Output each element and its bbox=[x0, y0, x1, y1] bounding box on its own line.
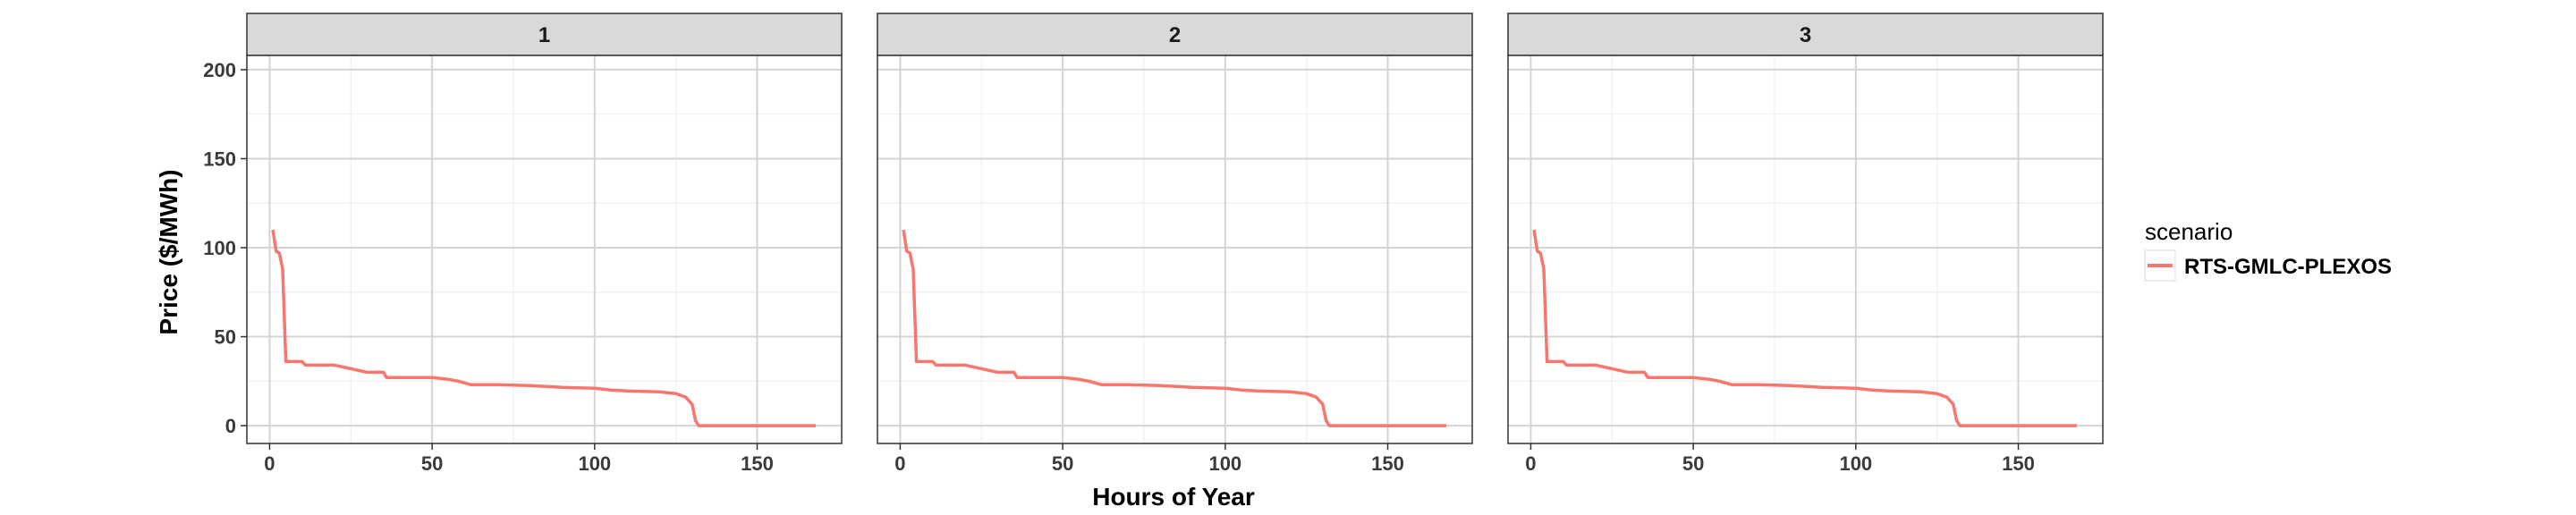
legend-title: scenario bbox=[2145, 218, 2233, 245]
x-tick-label: 50 bbox=[421, 452, 443, 475]
y-tick-label: 100 bbox=[203, 237, 236, 259]
legend: scenario RTS-GMLC-PLEXOS bbox=[2144, 218, 2392, 282]
x-tick-label: 100 bbox=[1208, 452, 1241, 475]
x-tick-label: 0 bbox=[264, 452, 275, 475]
x-tick-label: 0 bbox=[894, 452, 905, 475]
strip-label: 2 bbox=[1169, 23, 1181, 47]
y-tick-label: 0 bbox=[225, 415, 236, 437]
y-tick-label: 150 bbox=[203, 148, 236, 170]
legend-label: RTS-GMLC-PLEXOS bbox=[2184, 255, 2392, 279]
series-line bbox=[1532, 229, 2077, 427]
x-tick-label: 100 bbox=[578, 452, 611, 475]
panel-border bbox=[246, 55, 843, 444]
panel-border bbox=[877, 55, 1473, 444]
series-line bbox=[271, 229, 816, 427]
y-tick-label: 50 bbox=[215, 326, 236, 349]
x-tick-label: 150 bbox=[1371, 452, 1404, 475]
panel-background bbox=[1508, 55, 2103, 443]
x-tick-label: 50 bbox=[1682, 452, 1704, 475]
x-axis-title: Hours of Year bbox=[1092, 483, 1255, 511]
series-line bbox=[902, 229, 1446, 427]
x-tick-label: 0 bbox=[1525, 452, 1536, 475]
strip-background bbox=[246, 13, 843, 56]
strip-background bbox=[1507, 13, 2104, 56]
panel-3: 3 0 50 100 150 bbox=[1507, 13, 2104, 475]
x-tick-label: 150 bbox=[741, 452, 774, 475]
strip-label: 1 bbox=[538, 23, 550, 47]
y-axis-title: Price ($/MWh) bbox=[155, 169, 182, 334]
panel-border bbox=[1507, 55, 2104, 444]
panel-2: 2 0 50 100 150 bbox=[877, 13, 1473, 475]
panel-1: 1 0 50 100 150 0 50 100 150 200 bbox=[203, 13, 843, 475]
x-tick-label: 150 bbox=[2002, 452, 2035, 475]
strip-label: 3 bbox=[1800, 23, 1811, 47]
panel-background bbox=[877, 55, 1472, 443]
y-tick-label: 200 bbox=[203, 59, 236, 81]
panel-background bbox=[247, 55, 842, 443]
x-tick-label: 50 bbox=[1052, 452, 1073, 475]
x-tick-label: 100 bbox=[1839, 452, 1872, 475]
